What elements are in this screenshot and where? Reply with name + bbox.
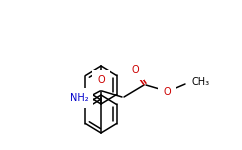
Text: NH₂: NH₂ bbox=[70, 93, 88, 103]
Text: O: O bbox=[163, 87, 171, 97]
Text: O: O bbox=[131, 65, 139, 75]
Text: CH₃: CH₃ bbox=[191, 77, 209, 87]
Text: O: O bbox=[97, 75, 105, 85]
